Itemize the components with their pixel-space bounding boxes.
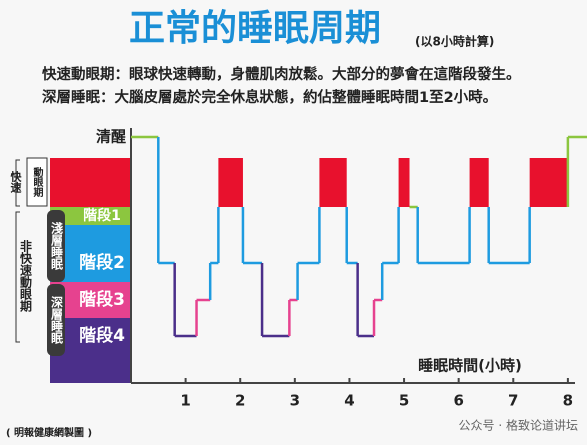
stage1-band — [50, 207, 130, 225]
rem-label: 動眼期 — [31, 166, 43, 198]
deep-tag — [47, 284, 65, 356]
x-tick-label: 4 — [344, 392, 354, 410]
rem-segment — [398, 158, 410, 207]
light-label: 淺層睡眠 — [50, 221, 64, 271]
deep-label: 深層睡眠 — [50, 295, 64, 345]
rem-box — [26, 157, 48, 207]
watermark: 公众号 · 格致论道讲坛 — [459, 418, 578, 433]
x-axis-label: 睡眠時間(小時) — [418, 357, 522, 375]
stage-label: 階段4 — [79, 325, 125, 346]
rem-segment — [529, 158, 568, 207]
nrem-label: 非快速動眼期 — [19, 239, 33, 313]
x-tick-label: 6 — [453, 392, 463, 410]
rem-segment — [218, 158, 243, 207]
x-tick-label: 1 — [180, 392, 190, 410]
rem-segment — [469, 158, 489, 207]
x-tick-label: 5 — [399, 392, 409, 410]
subtitle: (以8小時計算) — [415, 34, 494, 49]
x-tick-label: 2 — [235, 392, 245, 410]
stage-label: 清醒 — [96, 128, 126, 146]
x-tick-label: 8 — [563, 392, 573, 410]
rem-segment — [319, 158, 347, 207]
bracket — [15, 159, 20, 343]
rem-band — [50, 158, 130, 207]
stage-label: 階段2 — [79, 252, 125, 273]
stage-label: 階段1 — [83, 207, 121, 224]
note: 快速動眼期：眼球快速轉動，身體肌肉放鬆。大部分的夢會在這階段發生。 — [42, 65, 521, 83]
title: 正常的睡眠周期 — [129, 8, 381, 49]
light-tag — [47, 210, 65, 282]
note: 深層睡眠：大腦皮層處於完全休息狀態，約佔整體睡眠時間1至2小時。 — [42, 88, 497, 106]
x-tick-label: 3 — [290, 392, 300, 410]
stage-label: 階段3 — [79, 289, 125, 310]
credit: ( 明報健康網製圖 ) — [6, 426, 92, 439]
x-tick-label: 7 — [508, 392, 518, 410]
